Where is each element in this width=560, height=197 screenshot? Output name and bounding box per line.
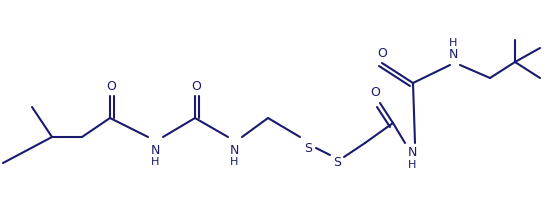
Text: O: O bbox=[191, 80, 201, 93]
Text: H: H bbox=[449, 38, 457, 48]
Text: N: N bbox=[449, 47, 458, 60]
Text: H: H bbox=[408, 160, 417, 170]
Text: H: H bbox=[151, 157, 159, 167]
Text: N: N bbox=[408, 147, 417, 160]
Text: H: H bbox=[230, 157, 238, 167]
Text: O: O bbox=[106, 80, 116, 93]
Text: N: N bbox=[229, 143, 239, 156]
Text: S: S bbox=[333, 156, 341, 169]
Text: S: S bbox=[304, 141, 312, 154]
Text: O: O bbox=[370, 85, 380, 98]
Text: N: N bbox=[150, 143, 160, 156]
Text: O: O bbox=[377, 46, 387, 59]
